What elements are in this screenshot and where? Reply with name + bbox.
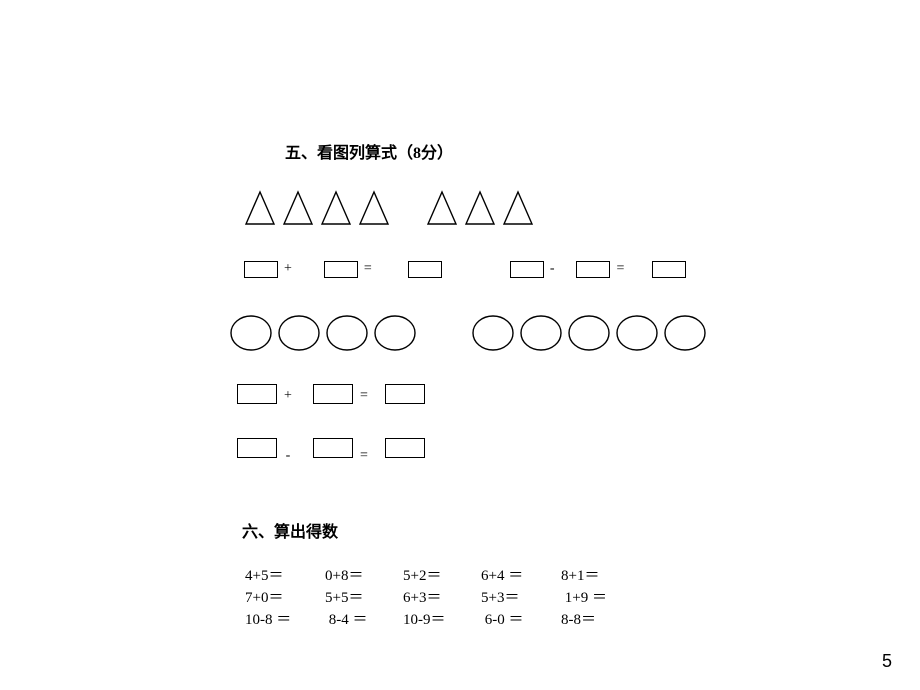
arithmetic-problems: 4+5＝0+8＝5+2＝6+4 ＝8+1＝7+0＝5+5＝6+3＝5+3＝ 1+… [245,565,631,631]
problem-cell: 10-9＝ [403,609,481,631]
triangle-icon [464,190,496,226]
equation-row-2: + = [237,384,425,404]
triangle-icon [502,190,534,226]
problem-cell: 1+9 ＝ [561,587,631,609]
operator-minus: - [281,448,295,464]
problem-cell: 6+4 ＝ [481,565,561,587]
operator-minus: - [548,261,557,277]
circle-icon [663,314,707,352]
answer-box [237,384,277,404]
circle-icon [325,314,369,352]
problem-cell: 0+8＝ [325,565,403,587]
circle-row [229,314,707,352]
problem-cell: 8-4 ＝ [325,609,403,631]
equation-row-1: + = - = [244,260,686,278]
operator-plus: + [282,261,294,277]
operator-equals: = [362,261,374,277]
answer-box [313,438,353,458]
problem-cell: 10-8 ＝ [245,609,325,631]
equation-row-3: - = [237,438,425,458]
problem-row: 4+5＝0+8＝5+2＝6+4 ＝8+1＝ [245,565,631,587]
answer-box [510,261,544,278]
triangle-icon [320,190,352,226]
problem-cell: 5+3＝ [481,587,561,609]
page-number: 5 [882,651,892,672]
problem-cell: 6-0 ＝ [481,609,561,631]
answer-box [385,384,425,404]
triangle-icon [426,190,458,226]
section-6-title: 六、算出得数 [242,518,338,542]
problem-cell: 5+2＝ [403,565,481,587]
circle-icon [567,314,611,352]
problem-cell: 6+3＝ [403,587,481,609]
circle-icon [229,314,273,352]
section-5-title: 五、看图列算式（8分） [285,139,453,163]
circle-icon [373,314,417,352]
operator-equals: = [614,261,626,277]
answer-box [652,261,686,278]
problem-cell: 5+5＝ [325,587,403,609]
answer-box [244,261,278,278]
circle-icon [519,314,563,352]
problem-cell: 7+0＝ [245,587,325,609]
problem-cell: 8+1＝ [561,565,631,587]
triangle-row [244,190,534,226]
circle-icon [277,314,321,352]
answer-box [408,261,442,278]
answer-box [576,261,610,278]
circle-icon [615,314,659,352]
answer-box [237,438,277,458]
operator-equals: = [357,448,371,464]
circle-icon [471,314,515,352]
operator-equals: = [357,388,371,404]
problem-cell: 4+5＝ [245,565,325,587]
answer-box [313,384,353,404]
problem-row: 10-8 ＝ 8-4 ＝10-9＝ 6-0 ＝8-8＝ [245,609,631,631]
triangle-icon [358,190,390,226]
answer-box [385,438,425,458]
problem-row: 7+0＝5+5＝6+3＝5+3＝ 1+9 ＝ [245,587,631,609]
answer-box [324,261,358,278]
operator-plus: + [281,388,295,404]
triangle-icon [244,190,276,226]
problem-cell: 8-8＝ [561,609,631,631]
triangle-icon [282,190,314,226]
